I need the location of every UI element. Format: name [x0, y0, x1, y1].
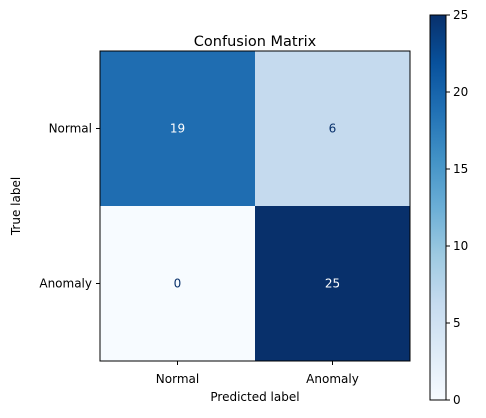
- colorbar-tick-label: 5: [453, 316, 461, 330]
- heatmap-cell: [255, 206, 410, 361]
- chart-title: Confusion Matrix: [194, 34, 317, 50]
- cell-value-label: 6: [329, 122, 337, 136]
- axis-ticks: Normal Anomaly Normal Anomaly: [39, 122, 358, 387]
- heatmap-cell: [255, 51, 410, 206]
- colorbar-tick-label: 0: [453, 393, 461, 407]
- colorbar-ticks: 0 5 10 15 20 25: [446, 8, 468, 407]
- heatmap-cells: 19 6 0 25: [100, 51, 410, 361]
- x-tick-label: Anomaly: [306, 372, 359, 386]
- y-tick-label: Anomaly: [39, 277, 92, 291]
- colorbar-tick-label: 20: [453, 85, 468, 99]
- colorbar-tick-label: 15: [453, 162, 468, 176]
- colorbar-tick-label: 25: [453, 8, 468, 22]
- cell-value-label: 25: [325, 277, 340, 291]
- y-tick-label: Normal: [49, 122, 92, 136]
- heatmap-cell: [100, 51, 255, 206]
- colorbar-tick-label: 10: [453, 239, 468, 253]
- y-axis-label: True label: [9, 177, 23, 236]
- plot-frame: [99, 50, 411, 362]
- x-axis-label: Predicted label: [210, 390, 299, 404]
- heatmap-cell: [100, 206, 255, 361]
- cell-value-label: 0: [174, 277, 182, 291]
- cell-value-label: 19: [170, 122, 185, 136]
- colorbar: [429, 14, 447, 401]
- x-tick-label: Normal: [156, 372, 199, 386]
